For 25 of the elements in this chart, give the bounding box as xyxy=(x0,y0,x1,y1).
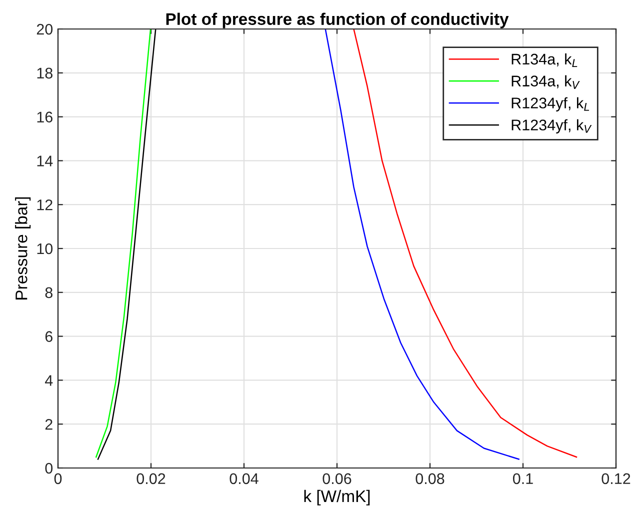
y-tick-label: 4 xyxy=(44,375,53,386)
x-tick-label: 0.1 xyxy=(512,473,533,484)
legend-label: R1234yf, k$_{V}$ xyxy=(512,119,592,134)
y-axis-title: Pressure [bar] xyxy=(15,197,31,300)
y-tick-label: 10 xyxy=(37,243,53,254)
y-tick-label: 0 xyxy=(45,462,53,474)
x-tick-label: 0.06 xyxy=(322,473,352,484)
y-tick-label: 14 xyxy=(37,156,53,166)
legend-label: R1234yf, k$_{L}$ xyxy=(512,97,590,112)
x-tick-label: 0.08 xyxy=(416,473,444,484)
x-tick-label: 0 xyxy=(54,473,62,484)
x-tick-label: 0.02 xyxy=(136,473,166,484)
x-tick-label: 0.12 xyxy=(602,473,630,484)
y-tick-label: 20 xyxy=(36,24,53,35)
x-tick-label: 0.04 xyxy=(230,473,258,484)
y-tick-label: 6 xyxy=(45,331,52,342)
chart-title: Plot of pressure as function of conductivity xyxy=(166,12,509,28)
x-axis-title: k [W/mK] xyxy=(304,490,370,506)
y-tick-label: 2 xyxy=(45,418,52,430)
y-tick-label: 8 xyxy=(45,287,52,298)
legend-label: R134a, k$_{L}$ xyxy=(512,53,578,67)
y-tick-label: 18 xyxy=(37,68,52,79)
y-tick-label: 12 xyxy=(37,199,52,210)
legend-label: R134a, k$_{V}$ xyxy=(512,75,580,89)
y-tick-label: 16 xyxy=(37,112,52,122)
